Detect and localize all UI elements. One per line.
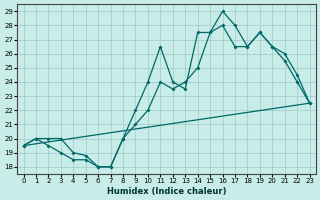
X-axis label: Humidex (Indice chaleur): Humidex (Indice chaleur) [107, 187, 226, 196]
